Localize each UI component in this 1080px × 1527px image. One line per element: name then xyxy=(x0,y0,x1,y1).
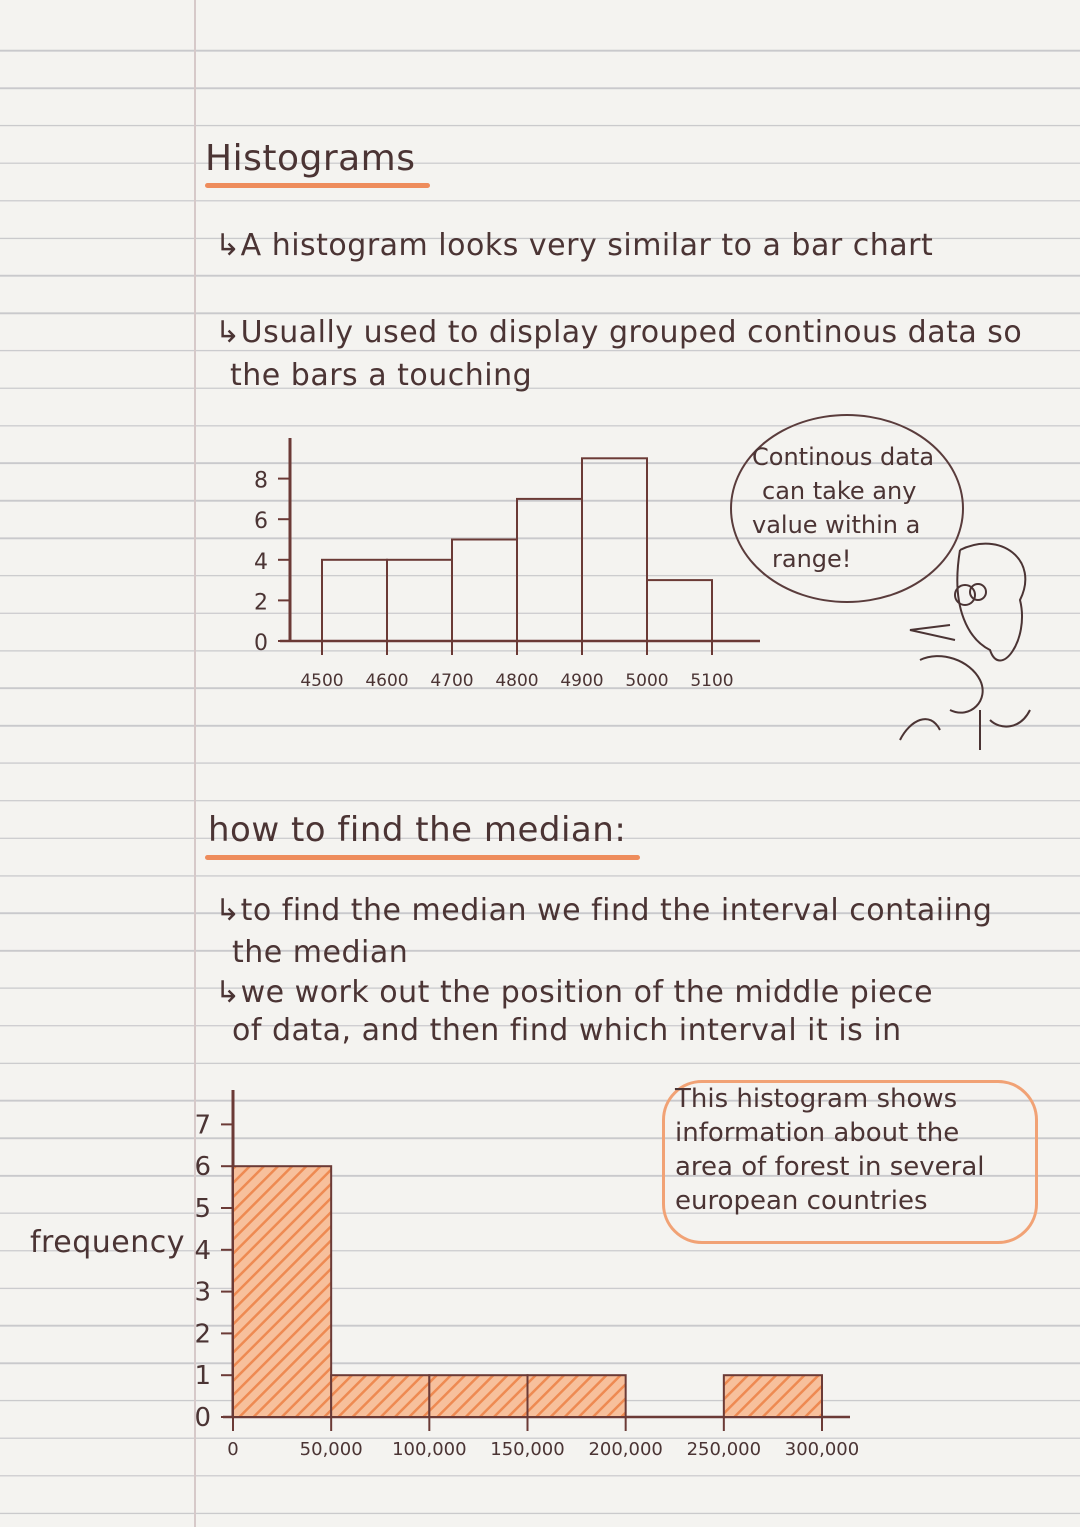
median-bullet-1: ↳to find the median we find the interval… xyxy=(215,893,993,928)
note-line: This histogram shows xyxy=(675,1084,958,1114)
histogram-bar xyxy=(581,457,648,642)
x-tick-label: 200,000 xyxy=(588,1439,662,1460)
x-tick-label: 4700 xyxy=(430,671,473,691)
y-tick-label: 2 xyxy=(254,590,268,615)
histogram-bar xyxy=(526,1374,627,1418)
speech-bubble xyxy=(730,414,964,603)
median-bullet-2: ↳we work out the position of the middle … xyxy=(215,975,934,1010)
x-tick-label: 100,000 xyxy=(392,1439,466,1460)
y-tick-label: 6 xyxy=(194,1152,211,1182)
note-line: european countries xyxy=(675,1186,928,1216)
x-tick-label: 0 xyxy=(227,1439,238,1460)
median-heading-underline xyxy=(205,855,640,860)
y-tick-label: 4 xyxy=(254,550,268,575)
y-tick-label: 0 xyxy=(254,631,268,656)
y-tick-label: 8 xyxy=(254,469,268,494)
bubble-line: range! xyxy=(772,545,852,573)
y-tick-label: 3 xyxy=(194,1278,211,1308)
speech-bubble-text: Continous data can take any value within… xyxy=(752,440,934,576)
bubble-line: can take any xyxy=(762,477,917,505)
x-tick-label: 150,000 xyxy=(490,1439,564,1460)
x-tick-label: 4900 xyxy=(560,671,603,691)
y-axis-label: frequency xyxy=(30,1225,185,1260)
note-box-text: This histogram shows information about t… xyxy=(675,1082,985,1218)
page-heading: Histograms xyxy=(205,138,416,179)
cartoon-character-drawing xyxy=(899,542,1031,750)
bullet-1: ↳A histogram looks very similar to a bar… xyxy=(215,228,934,263)
y-tick-label: 7 xyxy=(194,1110,211,1140)
x-tick-label: 50,000 xyxy=(300,1439,363,1460)
note-line: area of forest in several xyxy=(675,1152,985,1182)
x-tick-label: 4800 xyxy=(495,671,538,691)
median-heading: how to find the median: xyxy=(208,810,627,850)
heading-underline xyxy=(205,183,430,188)
x-tick-label: 250,000 xyxy=(687,1439,761,1460)
y-tick-label: 4 xyxy=(194,1236,211,1266)
bubble-line: value within a xyxy=(752,511,921,539)
bullet-2: ↳Usually used to display grouped contino… xyxy=(215,315,1023,350)
histogram-bar xyxy=(330,1374,431,1418)
histogram-bar xyxy=(722,1374,823,1418)
margin-line xyxy=(194,0,196,1527)
histogram-bar xyxy=(428,1374,529,1418)
y-tick-label: 2 xyxy=(194,1319,211,1349)
median-bullet-2-cont: of data, and then find which interval it… xyxy=(232,1013,902,1048)
note-line: information about the xyxy=(675,1118,960,1148)
note-box xyxy=(662,1080,1038,1244)
y-tick-label: 5 xyxy=(194,1194,211,1224)
x-tick-label: 4600 xyxy=(365,671,408,691)
x-tick-label: 5100 xyxy=(690,671,733,691)
x-tick-label: 5000 xyxy=(625,671,668,691)
y-tick-label: 1 xyxy=(194,1361,211,1391)
y-tick-label: 6 xyxy=(254,509,268,534)
histogram-bar xyxy=(646,579,713,642)
x-tick-label: 300,000 xyxy=(785,1439,859,1460)
bubble-line: Continous data xyxy=(752,443,935,471)
x-tick-label: 4500 xyxy=(300,671,343,691)
histogram-bar xyxy=(232,1165,333,1418)
y-tick-label: 0 xyxy=(194,1403,211,1433)
bullet-2-cont: the bars a touching xyxy=(230,358,533,393)
median-bullet-1-cont: the median xyxy=(232,935,409,970)
